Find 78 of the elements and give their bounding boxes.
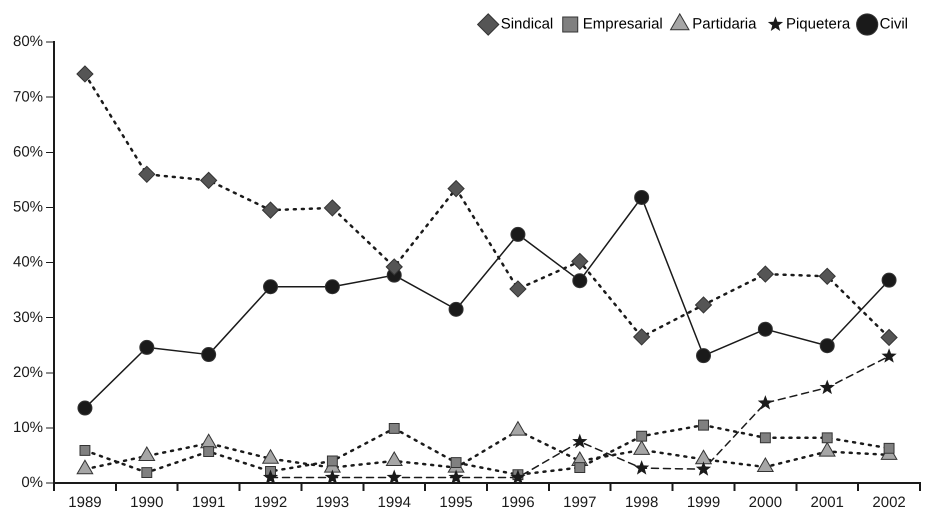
point [386,469,402,484]
x-tick-label: 1991 [192,494,226,512]
point [448,302,464,317]
point [324,469,340,484]
legend-label: Civil [880,16,908,33]
point [696,461,712,476]
point [450,457,462,468]
point [758,395,773,410]
point [200,172,218,189]
point [262,202,280,219]
point [634,460,650,475]
legend-label: Empresarial [582,16,663,33]
y-tick-label: 70% [12,88,44,106]
point [139,340,154,355]
point [386,258,403,276]
x-tick-label: 1992 [254,494,288,512]
point [881,348,897,363]
x-tick-label: 1999 [686,494,720,512]
x-tick-label: 1993 [316,494,350,512]
point [77,400,92,416]
point [510,226,526,242]
point [760,432,771,444]
point [80,445,90,456]
legend-label: Partidaria [692,16,758,33]
y-tick-label: 50% [12,198,44,216]
x-tick-label: 2002 [872,494,906,512]
point [633,328,650,346]
x-tick-label: 2001 [810,494,844,512]
point [326,456,338,466]
point [634,190,650,205]
point [510,469,526,484]
point [572,434,588,448]
point [820,338,835,354]
y-tick-label: 40% [12,254,44,271]
point [262,469,278,484]
point [884,442,895,454]
point [201,347,216,362]
x-tick-label: 1998 [624,494,658,512]
x-tick-label: 1989 [68,494,102,512]
x-tick-label: 1990 [130,494,164,512]
point [822,432,833,444]
point [203,446,214,458]
x-tick-label: 1994 [378,494,411,512]
point [141,467,152,478]
point [509,280,526,298]
x-tick-label: 2000 [748,494,782,512]
point [698,420,709,431]
point [818,268,836,285]
point [880,328,898,346]
point [571,252,588,270]
x-tick-label: 1997 [563,494,596,512]
point [324,279,340,294]
y-tick-label: 30% [12,308,44,326]
point [756,266,774,283]
point [572,273,588,288]
point [695,296,712,314]
x-tick-label: 1996 [501,494,535,512]
point [574,462,586,474]
point [263,279,278,294]
point [696,348,712,364]
x-tick-label: 1995 [439,494,473,512]
y-tick-label: 80% [12,33,44,50]
point [636,430,648,442]
y-tick-label: 10% [12,419,44,436]
point [388,422,400,434]
point [448,180,465,198]
legend-label: Piquetera [786,16,851,33]
point [882,272,897,288]
legend-label: Sindical [500,16,554,33]
point [820,380,835,394]
y-tick-label: 20% [12,364,44,381]
y-tick-label: 60% [12,143,44,160]
y-tick-label: 0% [21,474,44,492]
point [758,322,773,337]
point [324,199,341,216]
point [76,65,94,82]
point [138,166,156,183]
point [448,469,464,484]
